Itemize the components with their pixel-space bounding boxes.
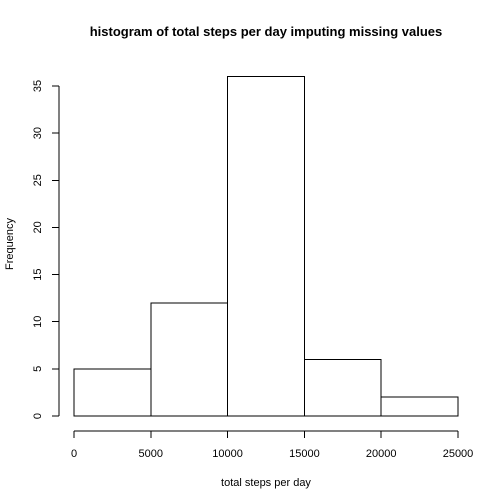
x-axis: 0 5000 10000 15000 20000 25000 <box>71 430 474 460</box>
x-tick-label-3: 15000 <box>289 448 320 460</box>
x-tick-label-5: 25000 <box>443 448 474 460</box>
y-axis: 0 5 10 15 20 25 30 35 <box>32 80 60 419</box>
y-tick-label-4: 20 <box>32 221 44 233</box>
histogram-bar-3 <box>303 358 382 417</box>
x-tick-label-4: 20000 <box>366 448 397 460</box>
y-tick-label-6: 30 <box>32 127 44 139</box>
x-tick-label-0: 0 <box>71 448 77 460</box>
x-axis-label: total steps per day <box>221 477 311 489</box>
y-tick-label-1: 5 <box>32 366 44 372</box>
y-tick-label-3: 15 <box>32 268 44 280</box>
x-tick-label-2: 10000 <box>212 448 243 460</box>
histogram-bar-0 <box>73 368 152 417</box>
bars-group <box>73 76 459 417</box>
chart-title: histogram of total steps per day imputin… <box>90 24 443 39</box>
histogram-bar-4 <box>380 396 459 417</box>
y-axis-label: Frequency <box>4 218 16 270</box>
y-tick-label-5: 25 <box>32 174 44 186</box>
histogram-bar-2 <box>227 76 305 417</box>
y-tick-label-7: 35 <box>32 80 44 92</box>
histogram-bar-1 <box>150 302 229 417</box>
y-tick-label-2: 10 <box>32 316 44 328</box>
y-tick-label-0: 0 <box>32 413 44 419</box>
x-tick-label-1: 5000 <box>139 448 163 460</box>
